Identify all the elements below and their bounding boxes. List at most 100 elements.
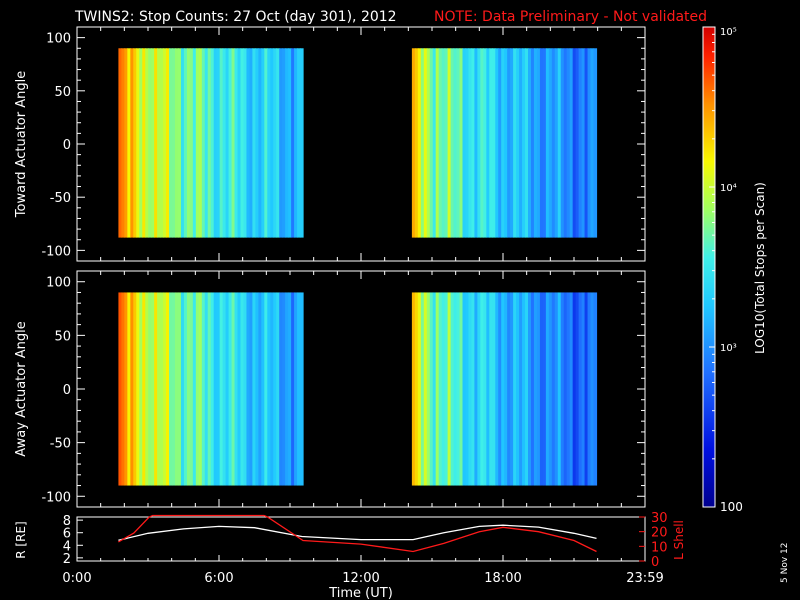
heatmap-cell	[139, 48, 143, 238]
heatmap-cell	[228, 48, 233, 238]
heatmap-cell	[240, 292, 245, 486]
heatmap-cell	[121, 48, 125, 238]
y-tick-label: -100	[41, 244, 71, 259]
heatmap-cell	[593, 48, 598, 238]
heatmap-cell	[465, 292, 470, 486]
orbit-y-tick-label: 6	[63, 527, 71, 542]
heatmap-cell	[148, 292, 152, 486]
heatmap-cell	[282, 48, 286, 238]
y-tick-label: 0	[63, 383, 71, 398]
panel-away-ylabel: Away Actuator Angle	[14, 321, 29, 456]
heatmap-cell	[486, 292, 490, 486]
heatmap-cell	[420, 292, 425, 486]
heatmap-cell	[551, 48, 556, 238]
panel-toward: 100 50 0 -50 -100 Toward Actuator Angle	[14, 26, 646, 262]
panel-away: 100 50 0 -50 -100 Away Actuator Angle	[14, 270, 646, 508]
heatmap-cell	[572, 292, 577, 486]
heatmap-cell	[166, 292, 170, 486]
colorbar: 100 10³ 10⁴ 10⁵ LOG10(Total Stops per Scan)	[702, 26, 767, 514]
heatmap-cell	[285, 48, 289, 238]
heatmap-cell	[584, 292, 589, 486]
heatmap-cell	[240, 48, 245, 238]
heatmap-cell	[300, 292, 304, 486]
heatmap-cell	[587, 48, 592, 238]
heatmap-cell	[270, 48, 274, 238]
heatmap-cell	[432, 292, 437, 486]
heatmap-cell	[557, 292, 562, 486]
heatmap-cell	[258, 292, 262, 486]
heatmap-cell	[267, 48, 271, 238]
orbit-y2label: L Shell	[672, 520, 686, 560]
heatmap-cell	[157, 292, 161, 486]
panel-toward-ylabel: Toward Actuator Angle	[14, 71, 29, 218]
heatmap-cell	[522, 292, 526, 486]
heatmap-cell	[492, 48, 496, 238]
heatmap-cell	[264, 48, 268, 238]
heatmap-cell	[414, 292, 419, 486]
heatmap-cell	[276, 48, 280, 238]
heatmap-cell	[569, 292, 574, 486]
heatmap-cell	[213, 48, 218, 238]
heatmap-cell	[447, 48, 452, 238]
heatmap-cell	[189, 48, 194, 238]
heatmap-cell	[441, 48, 446, 238]
preliminary-note: NOTE: Data Preliminary - Not validated	[434, 9, 707, 25]
heatmap-cell	[498, 292, 502, 486]
heatmap-cell	[533, 292, 538, 486]
heatmap-cell	[426, 292, 431, 486]
heatmap-cell	[590, 292, 595, 486]
heatmap-cell	[163, 48, 167, 238]
heatmap-cell	[124, 48, 128, 238]
y-tick-label: -100	[41, 490, 71, 505]
heatmap-cell	[273, 48, 277, 238]
heatmap-cell	[237, 48, 242, 238]
heatmap-cell	[136, 48, 140, 238]
heatmap-cell	[225, 292, 230, 486]
orbit-x-tick-label: 0:00	[62, 571, 91, 586]
heatmap-cell	[252, 292, 256, 486]
heatmap-cell	[528, 292, 532, 486]
heatmap-cell	[566, 292, 571, 486]
orbit-y2-tick-label: 30	[651, 511, 668, 526]
heatmap-cell	[288, 292, 292, 486]
y-tick-label: 50	[54, 329, 71, 344]
heatmap-cell	[118, 292, 122, 486]
heatmap-cell	[575, 292, 580, 486]
heatmap-cell	[169, 48, 173, 238]
heatmap-cell	[121, 292, 125, 486]
heatmap-cell	[142, 292, 146, 486]
orbit-y-tick-label: 4	[63, 539, 71, 554]
heatmap-cell	[581, 292, 586, 486]
heatmap-cell	[267, 292, 271, 486]
heatmap-cell	[432, 48, 437, 238]
heatmap-cell	[420, 48, 425, 238]
heatmap-cell	[195, 48, 200, 238]
heatmap-cell	[453, 292, 458, 486]
heatmap-cell	[480, 292, 484, 486]
heatmap-cell	[486, 48, 490, 238]
heatmap-cell	[501, 292, 505, 486]
heatmap-cell	[438, 292, 443, 486]
colorbar-label: LOG10(Total Stops per Scan)	[753, 182, 767, 354]
heatmap-cell	[528, 48, 532, 238]
heatmap-cell	[174, 48, 179, 238]
heatmap-cell	[228, 292, 233, 486]
heatmap-cell	[578, 292, 583, 486]
heatmap-cell	[429, 292, 434, 486]
heatmap-cell	[584, 48, 589, 238]
colorbar-tick-label: 100	[720, 500, 743, 514]
heatmap-cell	[261, 292, 265, 486]
heatmap-cell	[151, 292, 155, 486]
heatmap-cell	[142, 48, 146, 238]
heatmap-cell	[207, 292, 212, 486]
heatmap-cell	[145, 48, 149, 238]
heatmap-cell	[459, 48, 464, 238]
heatmap-cell	[174, 292, 179, 486]
heatmap-cell	[163, 292, 167, 486]
heatmap-cell	[519, 48, 523, 238]
heatmap-cell	[186, 292, 191, 486]
heatmap-cell	[186, 48, 191, 238]
l-shell-line	[118, 514, 597, 553]
heatmap-cell	[234, 292, 239, 486]
